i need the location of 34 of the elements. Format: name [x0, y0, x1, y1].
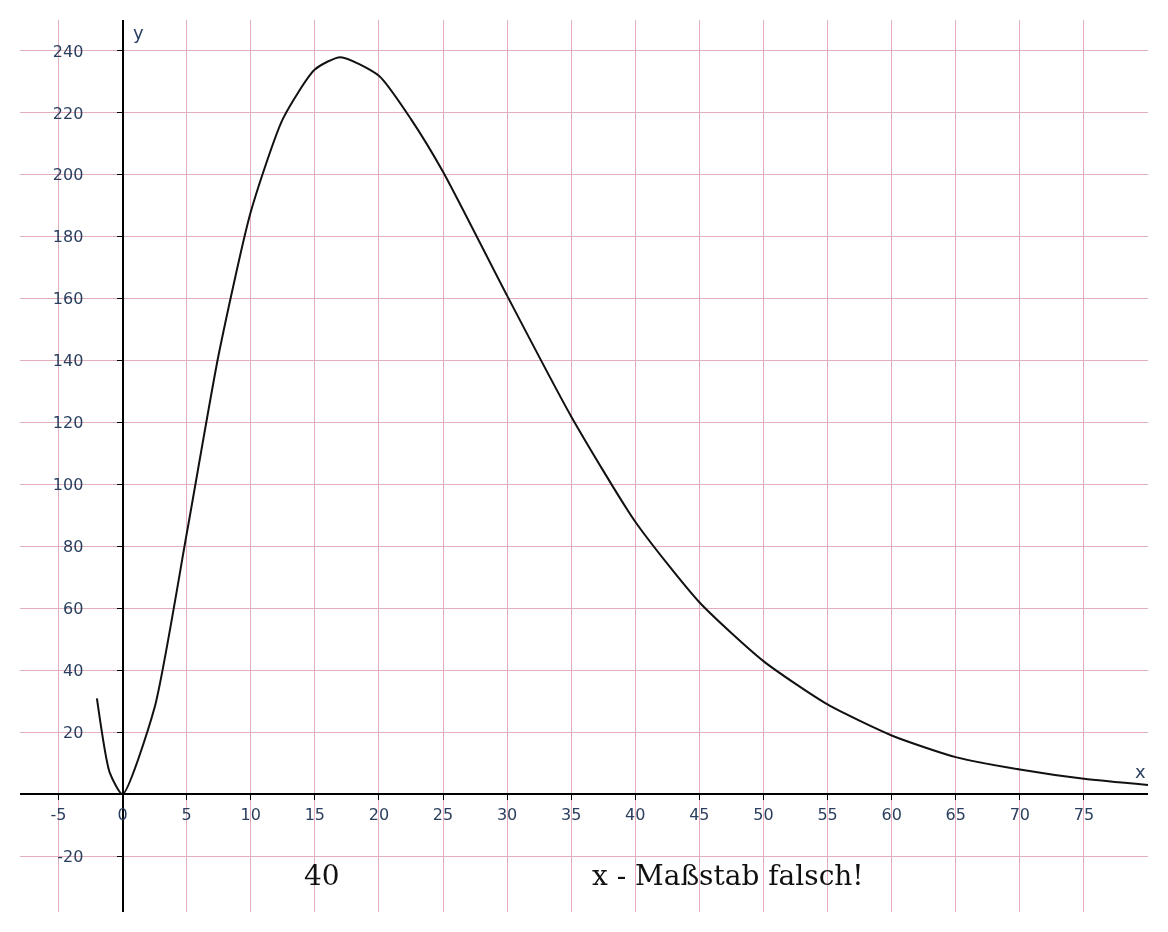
y-tick-label: 60	[62, 599, 84, 619]
y-tick-label: 180	[52, 227, 84, 247]
line-series	[95, 56, 1148, 796]
y-tick-label: 160	[52, 289, 84, 309]
y-tick-label: 220	[52, 103, 84, 123]
y-tick-label: 240	[52, 41, 84, 61]
x-tick-label: 65	[945, 804, 966, 824]
y-tick-label: 100	[52, 475, 84, 495]
x-tick-label: 55	[817, 804, 838, 824]
x-tick-label: 25	[432, 804, 454, 824]
x-tick-label: 60	[881, 804, 902, 824]
x-tick-label: 40	[625, 804, 646, 824]
y-tick-label: 20	[62, 722, 84, 742]
x-tick-label: 35	[561, 804, 582, 824]
y-tick-label: 120	[52, 413, 84, 433]
annotation: 40	[304, 859, 340, 892]
y-tick-label: 40	[62, 661, 84, 681]
x-tick-label: 75	[1073, 804, 1095, 824]
y-axis-title: y	[133, 22, 144, 43]
x-tick-label: -5	[50, 804, 67, 824]
x-axis-title: x	[1135, 761, 1146, 782]
x-tick-label: 5	[181, 804, 192, 824]
annotation: x - Maßstab falsch!	[592, 859, 864, 892]
x-tick-label: 50	[753, 804, 774, 824]
x-tick-label: 30	[496, 804, 518, 824]
x-tick-label: 10	[240, 804, 261, 824]
x-tick-label: 70	[1009, 804, 1030, 824]
y-tick-label: -20	[57, 846, 84, 866]
y-tick-label: 200	[52, 165, 84, 185]
x-tick-label: 20	[368, 804, 390, 824]
y-tick-label: 80	[62, 537, 84, 557]
x-tick-label: 15	[304, 804, 325, 824]
x-tick-label: 45	[689, 804, 710, 824]
y-tick-label: 140	[52, 351, 84, 371]
